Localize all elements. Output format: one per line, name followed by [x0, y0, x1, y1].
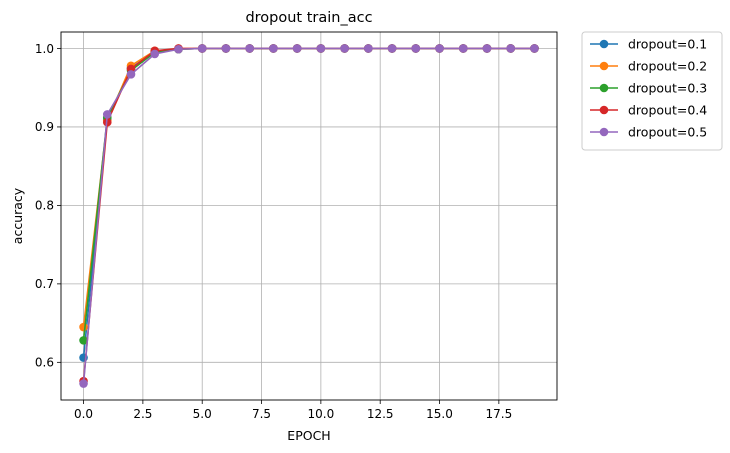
legend-item: dropout=0.3: [590, 80, 707, 95]
data-point: [245, 44, 254, 53]
data-point: [221, 44, 231, 53]
data-point: [387, 44, 397, 53]
y-tick-label: 1.0: [35, 42, 54, 56]
legend-label: dropout=0.4: [628, 102, 707, 117]
data-point: [79, 336, 88, 345]
series-line: [82, 47, 535, 341]
data-point: [530, 44, 539, 53]
legend-marker: [599, 61, 609, 71]
y-tick-label: 0.8: [35, 199, 54, 213]
x-tick-label: 15.0: [426, 407, 453, 421]
data-point: [364, 44, 373, 53]
legend-box: [581, 31, 723, 151]
legend-item: dropout=0.2: [590, 58, 707, 73]
legend-marker: [599, 39, 609, 49]
legend-marker: [599, 105, 609, 115]
legend-label: dropout=0.5: [628, 124, 707, 139]
data-point: [269, 44, 278, 53]
x-tick-label: 0.0: [74, 407, 93, 421]
legend-item: dropout=0.4: [590, 102, 707, 117]
data-point: [482, 44, 492, 53]
legend-item: dropout=0.1: [590, 36, 707, 51]
series-dropout=0.2: [79, 44, 539, 332]
legend: dropout=0.1 dropout=0.2 dropout=0.3 dropout…: [581, 31, 723, 151]
series-line: [82, 47, 535, 358]
series-dropout=0.5: [79, 44, 539, 388]
x-tick-label: 7.5: [252, 407, 271, 421]
legend-label: dropout=0.1: [628, 36, 707, 51]
series-line: [82, 47, 535, 382]
x-tick-label: 2.5: [133, 407, 152, 421]
legend-label: dropout=0.3: [628, 80, 707, 95]
plot-area-frame: [60, 31, 558, 401]
grid: [61, 32, 557, 400]
data-point: [150, 49, 160, 59]
data-point: [458, 44, 468, 53]
data-point: [102, 110, 112, 119]
data-point: [411, 44, 421, 53]
series-dropout=0.4: [79, 44, 539, 386]
series-dropout=0.3: [79, 44, 539, 345]
y-tick-label: 0.6: [35, 356, 54, 370]
chart-title: dropout train_acc: [245, 10, 372, 26]
y-tick-label: 0.9: [35, 120, 54, 134]
x-tick-label: 17.5: [485, 407, 512, 421]
data-point: [197, 44, 207, 53]
data-point: [316, 44, 326, 53]
plot-series: [79, 44, 539, 388]
x-tick-label: 10.0: [308, 407, 335, 421]
y-tick-label: 0.7: [35, 277, 54, 291]
axis-ticks: 0.0 2.5 5.0 7.5 10.0 12.5 15.0 17.5 0.6 0.7 0.8 0.9…: [35, 42, 512, 421]
series-dropout=0.1: [79, 44, 539, 362]
data-point: [126, 70, 136, 79]
data-point: [340, 44, 349, 53]
data-point: [506, 44, 516, 53]
legend-marker: [599, 83, 609, 93]
x-axis-label: EPOCH: [287, 428, 330, 443]
x-tick-label: 5.0: [193, 407, 212, 421]
data-point: [435, 44, 444, 53]
series-line: [82, 47, 535, 328]
x-tick-label: 12.5: [367, 407, 394, 421]
legend-item: dropout=0.5: [590, 124, 707, 139]
series-line: [82, 47, 535, 384]
legend-marker: [599, 127, 609, 137]
data-point: [292, 44, 302, 53]
y-axis-label: accuracy: [10, 187, 25, 244]
legend-label: dropout=0.2: [628, 58, 707, 73]
data-point: [174, 44, 183, 54]
data-point: [79, 322, 88, 332]
data-point: [79, 379, 88, 388]
